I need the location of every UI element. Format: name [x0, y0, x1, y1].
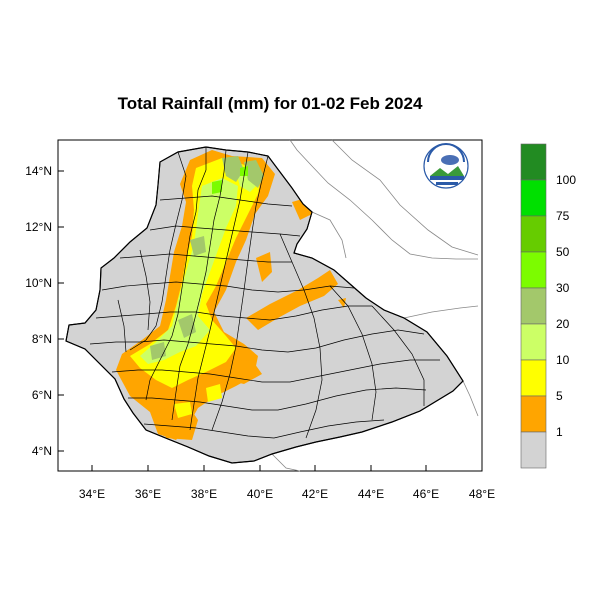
y-tick-label: 12°N — [25, 220, 52, 234]
legend-label: 5 — [556, 389, 563, 403]
legend-swatch — [520, 179, 547, 217]
y-axis — [58, 170, 64, 452]
y-tick-label: 8°N — [32, 332, 52, 346]
legend-label: 20 — [556, 317, 570, 331]
x-tick-label: 34°E — [79, 487, 105, 501]
y-tick-label: 14°N — [25, 164, 52, 178]
legend-colorbar — [520, 143, 547, 469]
x-tick-label: 38°E — [191, 487, 217, 501]
y-tick-label: 6°N — [32, 388, 52, 402]
x-tick-label: 40°E — [247, 487, 273, 501]
x-tick-label: 44°E — [358, 487, 384, 501]
legend-swatch — [520, 143, 547, 181]
neighbour-borders — [271, 139, 479, 472]
x-axis — [91, 465, 483, 471]
x-tick-label: 42°E — [302, 487, 328, 501]
map-title: Total Rainfall (mm) for 01-02 Feb 2024 — [117, 94, 423, 113]
x-tick-label: 36°E — [135, 487, 161, 501]
ethiopia-outline — [65, 146, 464, 464]
legend-swatch — [520, 359, 547, 397]
legend-label: 75 — [556, 209, 570, 223]
legend-label: 1 — [556, 425, 563, 439]
legend-swatch — [520, 287, 547, 325]
legend-swatch — [520, 251, 547, 289]
legend-swatch — [520, 395, 547, 433]
legend-swatch — [520, 215, 547, 253]
x-tick-label: 46°E — [413, 487, 439, 501]
admin-boundaries — [89, 147, 440, 439]
logo-icon — [423, 143, 469, 189]
y-tick-label: 10°N — [25, 276, 52, 290]
legend-swatch — [520, 323, 547, 361]
legend-label: 30 — [556, 281, 570, 295]
y-tick-label: 4°N — [32, 444, 52, 458]
legend-swatch — [520, 431, 547, 469]
legend-label: 10 — [556, 353, 570, 367]
legend-label: 100 — [556, 173, 576, 187]
legend-label: 50 — [556, 245, 570, 259]
x-tick-label: 48°E — [469, 487, 495, 501]
